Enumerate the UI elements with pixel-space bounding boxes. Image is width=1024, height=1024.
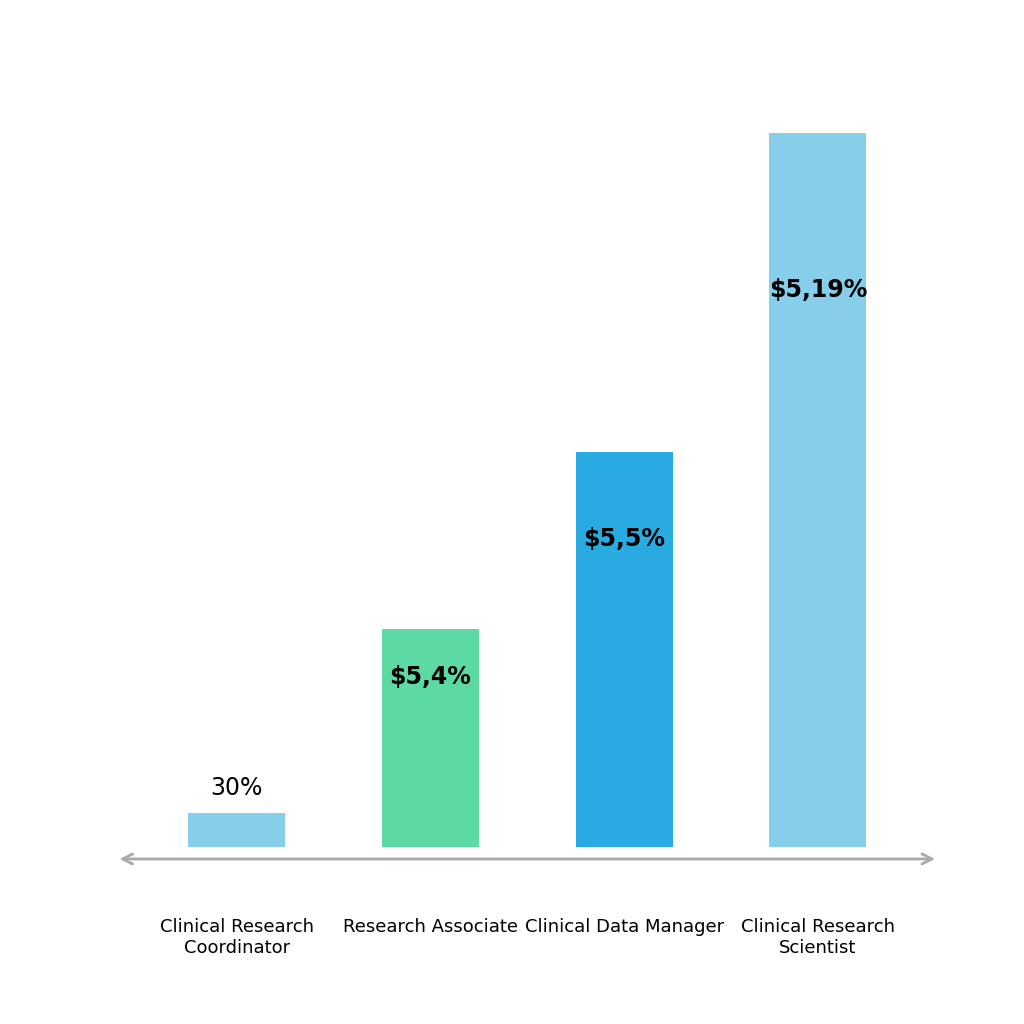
Text: 30%: 30%	[211, 776, 263, 801]
Bar	[575, 453, 673, 847]
Bar	[188, 813, 286, 847]
Bar	[769, 133, 866, 847]
Bar	[382, 629, 479, 847]
Text: $5,5%: $5,5%	[584, 527, 666, 551]
Text: $5,19%: $5,19%	[769, 278, 867, 302]
Text: $5,4%: $5,4%	[389, 665, 471, 689]
